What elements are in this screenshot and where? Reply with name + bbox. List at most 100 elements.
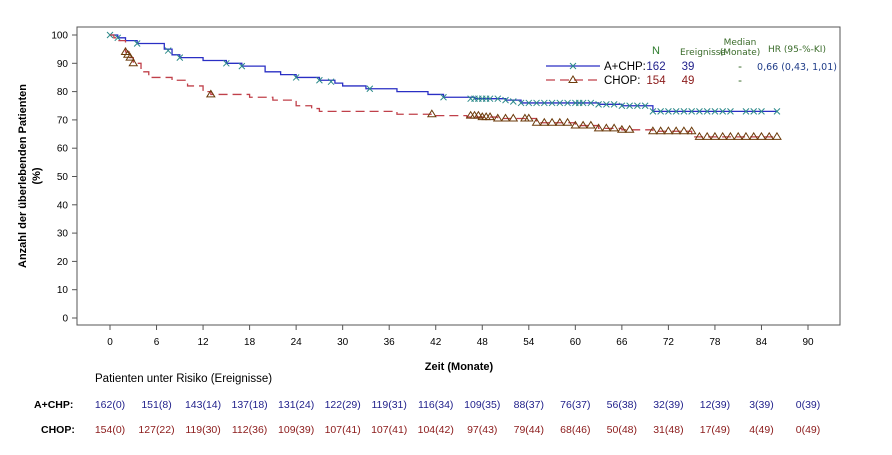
curve-chop [110,34,777,138]
censor-marker-triangle [601,123,612,132]
y-tick-label: 40 [57,200,69,211]
censor-marker-triangle [585,120,596,129]
censor-marker-x [688,108,696,115]
legend-header-median-2: (Monate) [720,48,761,58]
censor-marker-x [579,99,587,107]
censor-marker-x [327,78,335,86]
censor-marker-triangle [702,131,713,140]
risk-cell: 151(8) [141,399,171,411]
legend-marker-triangle [568,75,578,83]
y-tick-label: 70 [57,115,69,126]
censor-marker-x [711,108,719,115]
survival-curves [106,31,782,140]
censor-marker-x [742,108,750,115]
censor-marker-x [440,93,447,101]
censor-marker-triangle [733,131,744,140]
x-tick-label: 84 [756,337,768,348]
risk-cell: 32(39) [653,399,683,411]
censor-marker-triangle [741,131,751,140]
censor-marker-x [610,100,618,108]
legend-series-median: - [738,75,742,87]
censor-marker-x [773,108,781,115]
legend-hr-value: 0,66 (0,43, 1,01) [757,62,837,73]
censor-marker-x [657,108,664,115]
y-tick-label: 100 [51,31,68,42]
x-tick-label: 12 [198,337,210,348]
censor-marker-x [603,100,610,108]
y-axis-unit: (%) [31,167,43,184]
x-tick-label: 36 [384,337,396,348]
legend-marker-x [569,62,577,70]
censor-marker-x [533,99,540,107]
censor-marker-triangle [578,120,588,129]
risk-cell: 31(48) [653,424,683,436]
censor-marker-triangle [663,126,674,135]
censor-marker-x [366,85,374,93]
censor-marker-x [517,99,525,107]
censor-marker-triangle [624,124,635,133]
censor-marker-x [238,62,246,70]
risk-table-title: Patienten unter Risiko (Ereignisse) [95,373,272,385]
legend-series-median: - [738,61,742,73]
x-axis-title: Zeit (Monate) [425,361,494,373]
censor-marker-triangle [764,131,775,140]
risk-cell: 143(14) [185,399,221,411]
plot-frame [76,26,841,326]
censor-marker-triangle [492,113,503,122]
censor-marker-triangle [554,117,565,126]
x-tick-label: 54 [523,337,535,348]
censor-marker-x [680,108,688,115]
censor-marker-x [292,74,300,81]
y-tick-label: 30 [57,229,69,240]
risk-cell: 68(46) [560,424,590,436]
risk-cell: 154(0) [95,424,125,436]
legend-header-n: N [652,45,660,57]
x-tick-label: 42 [430,337,442,348]
y-tick-label: 90 [57,59,69,70]
censor-marker-triangle [570,120,581,129]
censor-marker-triangle [539,117,550,126]
legend-series-events: 49 [682,75,695,87]
censor-marker-x [618,102,626,110]
censor-marker-triangle [694,131,705,140]
legend: N Ereignisse Median (Monate) HR (95-%-KI… [546,38,837,87]
censor-marker-triangle [531,117,542,126]
risk-cell: 76(37) [560,399,590,411]
censor-marker-x [540,99,548,107]
risk-cell: 131(24) [278,399,314,411]
x-tick-label: 6 [154,337,160,348]
censor-marker-triangle [647,126,658,135]
risk-cell: 17(49) [700,424,730,436]
risk-cell: 122(29) [325,399,361,411]
censor-marker-triangle [609,123,620,132]
censor-marker-triangle [593,123,604,132]
censor-marker-x [525,99,533,107]
y-axis-title-group: Anzahl der überlebenden Patienten (%) [17,84,43,268]
risk-cell: 12(39) [700,399,730,411]
risk-cell: 0(49) [796,424,821,436]
censor-marker-x [316,76,323,84]
y-tick-label: 50 [57,172,69,183]
censor-marker-triangle [205,89,216,98]
risk-cell: 97(43) [467,424,497,436]
x-tick-label: 48 [477,337,489,348]
risk-cell: 109(39) [278,424,314,436]
censor-marker-x [176,54,184,61]
legend-header-events: Ereignisse [680,48,727,58]
censor-marker-x [758,108,765,115]
risk-cell: 56(38) [607,399,637,411]
censor-marker-x [486,95,494,103]
axes [76,26,841,326]
risk-cell: 107(41) [371,424,407,436]
censor-marker-x [548,99,556,107]
curve-a-chp [110,34,777,113]
censor-marker-triangle [547,117,557,126]
x-tick-label: 78 [709,337,721,348]
x-tick-label: 24 [291,337,303,348]
censor-marker-x [587,99,595,107]
censor-marker-x [509,98,517,105]
censor-marker-triangle [616,124,627,133]
censor-marker-triangle [710,131,720,140]
censor-marker-x [703,108,711,115]
